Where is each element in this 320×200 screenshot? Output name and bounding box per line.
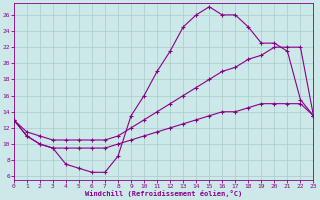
X-axis label: Windchill (Refroidissement éolien,°C): Windchill (Refroidissement éolien,°C): [85, 190, 242, 197]
